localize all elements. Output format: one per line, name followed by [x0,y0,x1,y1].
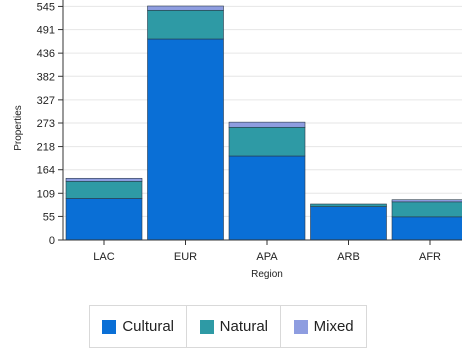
bar-natural-eur[interactable] [147,9,224,40]
legend-label-mixed: Mixed [313,318,354,335]
bar-mixed-afr[interactable] [391,199,462,203]
x-tick-label: LAC [93,251,114,263]
legend-label-cultural: Cultural [122,318,174,335]
x-tick-label: ARB [337,251,360,263]
x-axis-title: Region [251,269,283,280]
y-tick-label: 382 [37,71,55,83]
bar-natural-afr[interactable] [391,201,462,218]
legend-item-cultural[interactable]: Cultural [90,306,188,347]
bar-mixed-lac[interactable] [65,177,143,182]
y-tick-label: 0 [49,235,55,247]
y-tick-label: 109 [37,188,55,200]
bar-mixed-apa[interactable] [228,121,306,128]
y-tick-labels: 0 55 109 164 218 273 327 382 436 491 545 [37,1,63,247]
bar-natural-apa[interactable] [228,126,306,157]
bar-natural-arb[interactable] [310,203,387,207]
y-tick-label: 218 [37,142,55,154]
legend-swatch-cultural [102,319,117,334]
legend-item-mixed[interactable]: Mixed [281,306,366,347]
bar-natural-lac[interactable] [65,180,143,199]
y-tick-label: 164 [37,165,55,177]
y-axis-title: Properties [13,105,24,151]
legend-swatch-natural [199,319,214,334]
y-tick-label: 436 [37,48,55,60]
bar-cultural-afr[interactable] [391,216,462,241]
legend-label-natural: Natural [219,318,268,335]
y-tick-label: 273 [37,118,55,130]
legend: Cultural Natural Mixed [89,305,367,348]
bar-cultural-eur[interactable] [147,38,224,241]
x-tick-label: AFR [419,251,441,263]
bar-cultural-lac[interactable] [65,198,143,241]
bar-mixed-eur[interactable] [147,5,224,11]
y-tick-label: 55 [43,211,55,223]
x-tick-labels: LAC EUR APA ARB AFR [93,240,441,263]
legend-item-natural[interactable]: Natural [187,306,282,347]
bar-cultural-apa[interactable] [228,155,306,241]
x-tick-label: APA [256,251,278,263]
y-tick-label: 327 [37,95,55,107]
legend-swatch-mixed [293,319,308,334]
x-tick-label: EUR [174,251,197,263]
bars [65,5,462,241]
y-tick-label: 545 [37,1,55,13]
chart: 0 55 109 164 218 273 327 382 436 491 545 LAC EUR APA… [13,0,462,280]
y-tick-label: 491 [37,25,55,37]
bar-cultural-arb[interactable] [310,206,387,241]
